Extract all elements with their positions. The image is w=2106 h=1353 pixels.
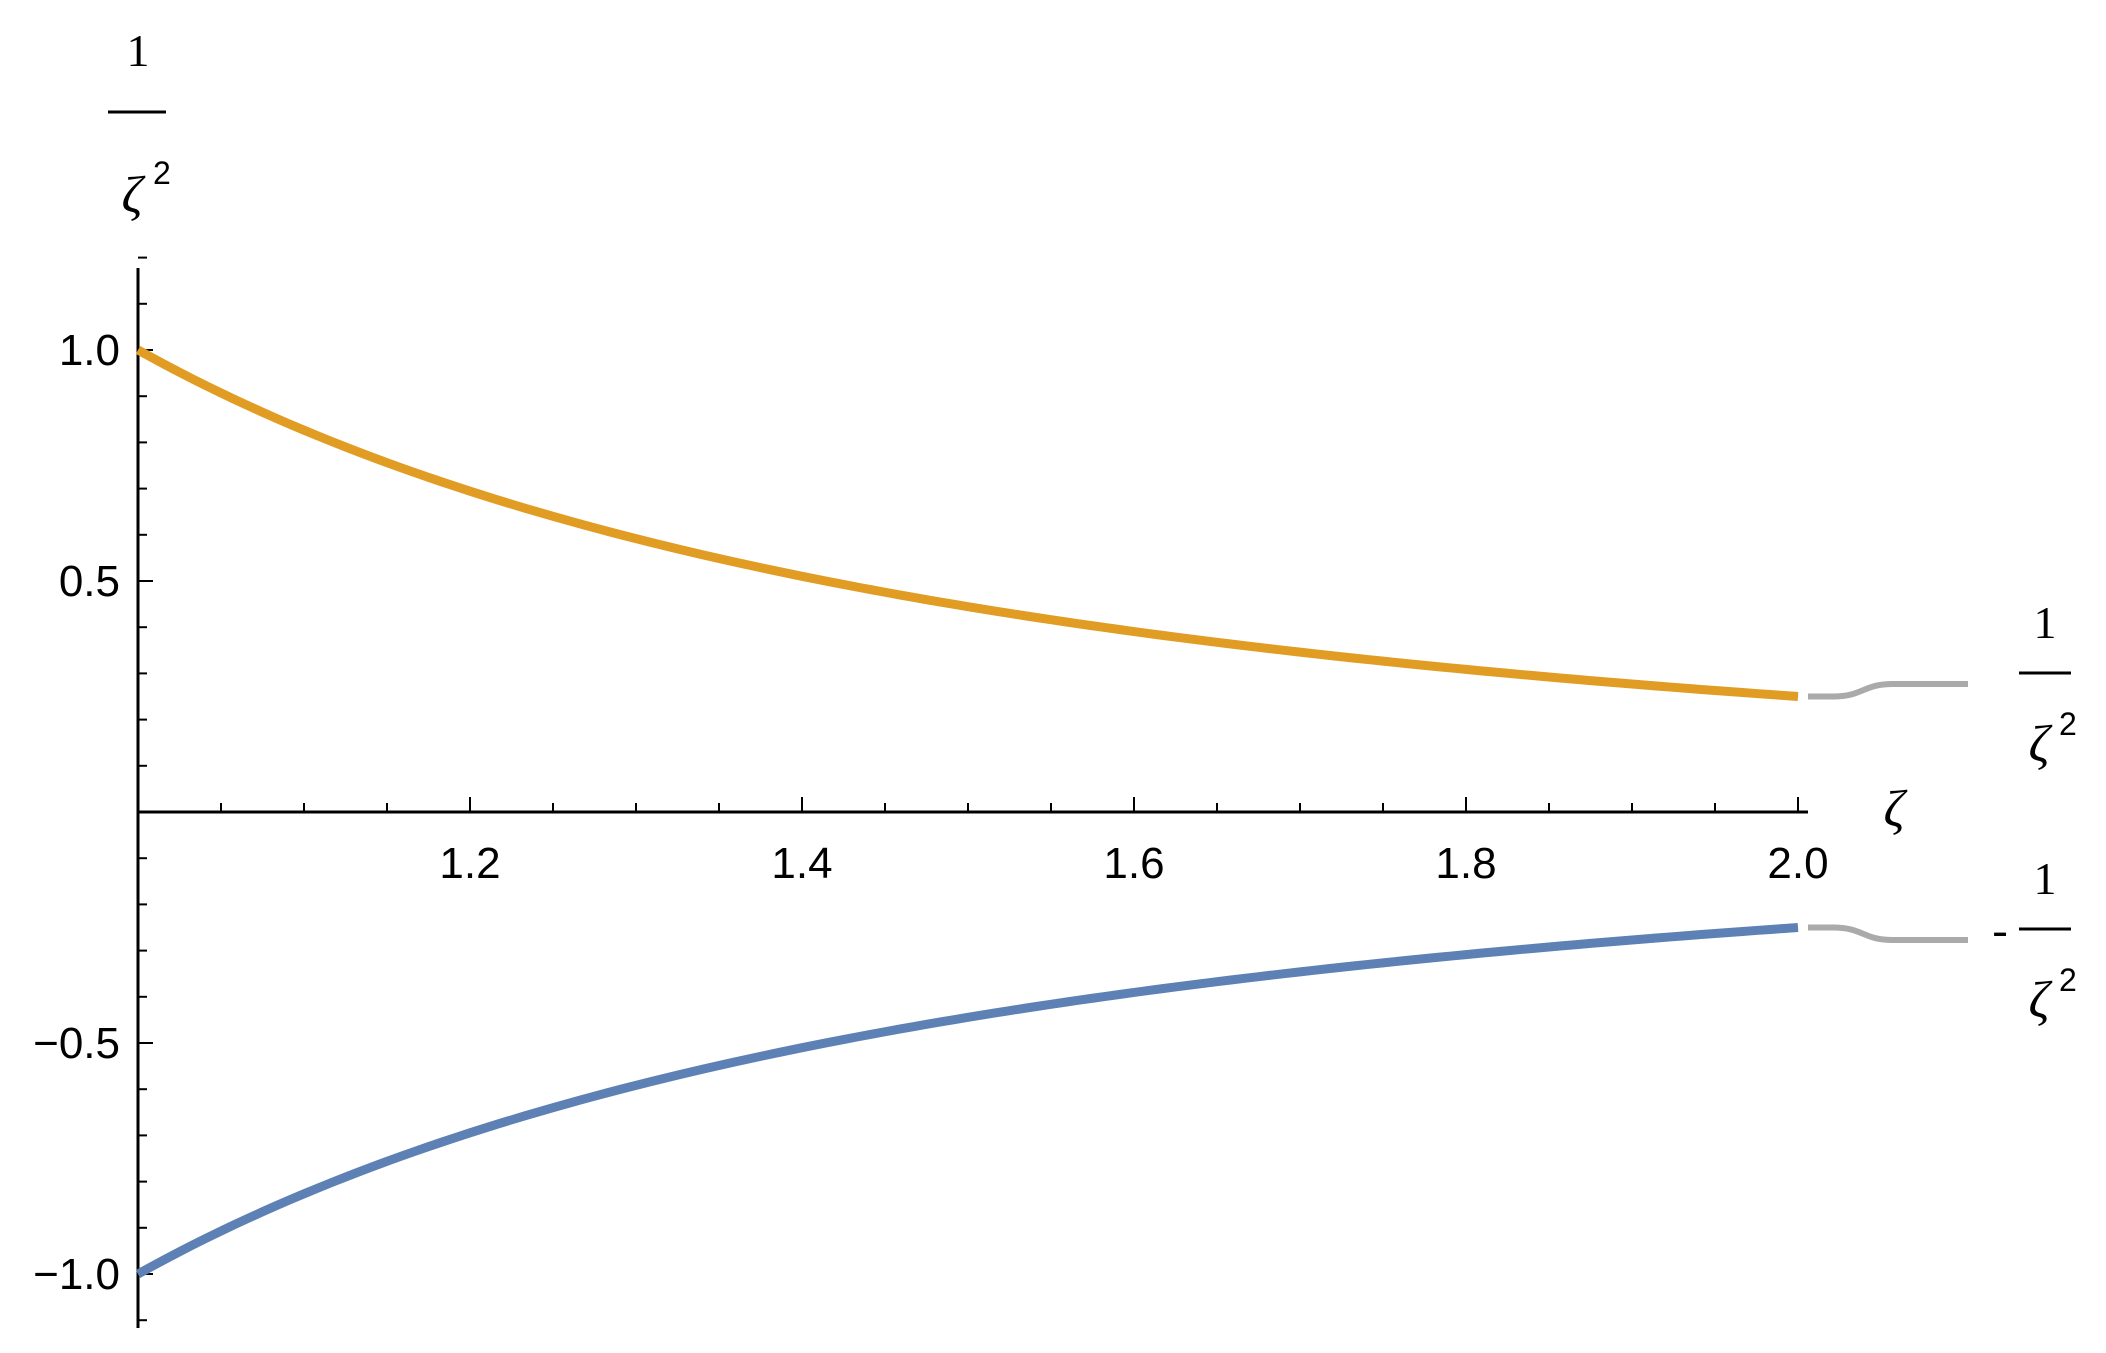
series-label-denominator: ζ xyxy=(2028,972,2052,1029)
series-labels-layer: 1ζ 2-1ζ 2 xyxy=(1808,597,2077,1029)
series-label-exponent: 2 xyxy=(2059,706,2077,742)
series-layer xyxy=(135,346,1799,1278)
series-line-1 xyxy=(135,346,1799,701)
x-axis-title: ζ xyxy=(1883,781,1907,838)
y-axis-title-denominator: ζ xyxy=(121,167,145,224)
y-tick-label: −0.5 xyxy=(33,1019,120,1068)
series-line-2 xyxy=(135,923,1799,1278)
y-axis-title: 1 ζ 2 xyxy=(108,25,171,224)
x-tick-label: 1.6 xyxy=(1103,839,1164,888)
x-tick-label: 1.2 xyxy=(439,839,500,888)
series-2-label-connector xyxy=(1808,924,1968,943)
y-tick-label: −1.0 xyxy=(33,1250,120,1299)
y-tick-label: 1.0 xyxy=(59,326,120,375)
series-label-denominator: ζ xyxy=(2028,716,2052,773)
series-label-sign: - xyxy=(1992,904,2007,955)
series-2-label: -1 ζ 2 xyxy=(1992,853,2076,1029)
series-1-label-connector xyxy=(1808,681,1968,700)
x-tick-label: 1.8 xyxy=(1435,839,1496,888)
tick-labels-layer: 1.2 1.4 1.6 1.8 2.0 −1.0 −0.5 0.5 1.0 xyxy=(33,326,1828,1299)
x-tick-label: 1.4 xyxy=(771,839,832,888)
series-label-exponent: 2 xyxy=(2059,962,2077,998)
series-label-numerator: 1 xyxy=(2034,853,2057,904)
y-axis-title-exponent: 2 xyxy=(153,155,171,191)
y-tick-label: 0.5 xyxy=(59,557,120,606)
y-axis-title-numerator: 1 xyxy=(127,25,150,76)
series-label-numerator: 1 xyxy=(2034,597,2057,648)
series-1-label: 1 ζ 2 xyxy=(2019,597,2077,773)
x-tick-label: 2.0 xyxy=(1767,839,1828,888)
